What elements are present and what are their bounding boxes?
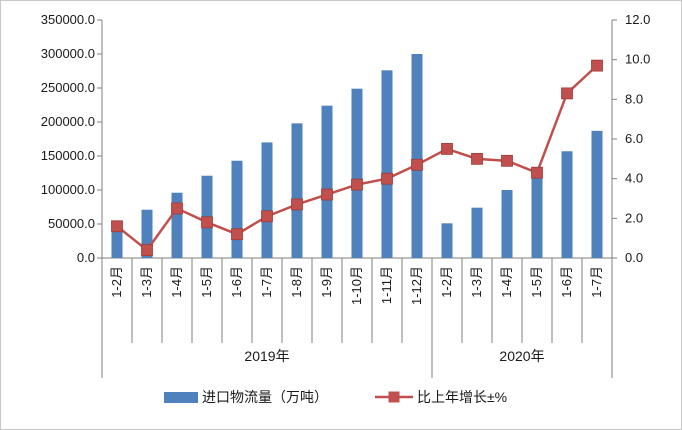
right-tick-label: 8.0 [625,91,643,106]
growth-point [441,143,453,155]
right-tick-label: 12.0 [625,12,650,27]
growth-point [291,198,303,211]
right-tick-label: 0.0 [625,250,643,265]
category-label: 1-6月 [559,266,574,298]
bar [231,160,243,258]
growth-point [201,216,213,229]
category-label: 1-5月 [529,266,544,298]
category-label: 1-10月 [349,266,364,305]
group-label: 2020年 [499,348,544,364]
legend-bar-swatch [164,392,198,403]
growth-point [591,59,603,72]
bar [321,105,333,259]
category-label: 1-4月 [169,266,184,298]
category-label: 1-2月 [439,266,454,298]
left-tick-label: 350000.0 [41,12,95,27]
category-label: 1-5月 [199,266,214,298]
category-label: 1-3月 [469,266,484,298]
category-label: 1-9月 [319,266,334,298]
bar [261,142,273,258]
right-tick-label: 4.0 [625,171,643,186]
growth-point [501,154,513,167]
right-tick-label: 2.0 [625,210,643,225]
bar [591,130,603,258]
bar [171,192,183,258]
bar [411,54,423,258]
bar [501,190,513,258]
category-label: 1-4月 [499,266,514,298]
category-label: 1-7月 [589,266,604,298]
bar [531,170,543,258]
right-tick-label: 6.0 [625,131,643,146]
growth-point [351,178,363,191]
category-label: 1-6月 [229,266,244,298]
category-label: 1-8月 [289,266,304,298]
category-label: 1-2月 [109,266,124,298]
left-tick-label: 250000.0 [41,80,95,95]
left-tick-label: 50000.0 [48,216,95,231]
bar [291,123,303,258]
growth-point [411,158,423,171]
category-label: 1-12月 [409,266,424,305]
bar [141,209,153,258]
growth-point [561,87,573,100]
group-label: 2019年 [244,348,289,364]
left-tick-label: 150000.0 [41,148,95,163]
left-tick-label: 100000.0 [41,182,95,197]
bar [471,207,483,258]
category-label: 1-11月 [379,266,394,304]
growth-point [531,166,543,179]
category-label: 1-7月 [259,266,274,298]
left-tick-label: 200000.0 [41,114,95,129]
legend: 进口物流量（万吨） 比上年增长±% [164,389,507,405]
growth-point [261,210,273,223]
bar [441,223,453,258]
left-tick-label: 0.0 [77,250,95,265]
bar [111,228,123,258]
category-label: 1-3月 [139,266,154,298]
bar [561,151,573,258]
growth-point [231,228,243,241]
growth-point [471,152,483,165]
legend-bar-label: 进口物流量（万吨） [202,389,328,405]
legend-line-marker [388,391,400,403]
legend-line-label: 比上年增长±% [417,389,507,405]
left-tick-label: 300000.0 [41,46,95,61]
growth-point [381,172,393,185]
bar [351,88,363,259]
growth-point [141,244,153,256]
growth-point [321,188,333,201]
growth-point [111,220,123,233]
right-tick-label: 10.0 [625,52,650,67]
bar [381,70,393,258]
growth-point [171,202,183,215]
